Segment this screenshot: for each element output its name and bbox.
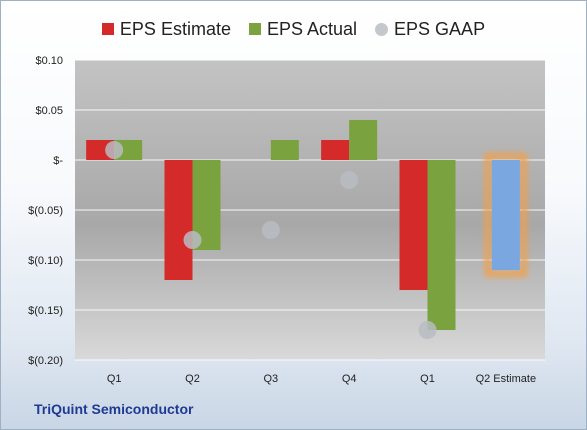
legend-item-eps-actual: EPS Actual	[248, 18, 358, 40]
x-tick-label: Q2 Estimate	[476, 373, 537, 385]
bar-eps-actual	[349, 120, 378, 160]
point-eps-gaap	[261, 221, 280, 239]
x-tick-label: Q1	[107, 373, 122, 385]
legend-swatch-eps-gaap	[375, 22, 389, 36]
legend-item-eps-gaap: EPS GAAP	[375, 19, 485, 40]
point-eps-gaap	[105, 141, 124, 159]
chart-legend: EPS Estimate EPS Actual EPS GAAP	[0, 14, 587, 44]
legend-label-eps-estimate: EPS Estimate	[119, 18, 231, 39]
legend-item-eps-estimate: EPS Estimate	[101, 18, 231, 40]
legend-label-eps-gaap: EPS GAAP	[394, 18, 486, 39]
point-eps-gaap	[340, 171, 359, 189]
y-tick-label: $(0.05)	[28, 205, 63, 217]
legend-label-eps-actual: EPS Actual	[266, 18, 358, 39]
legend-swatch-eps-actual	[248, 23, 261, 35]
bar-eps-estimate	[164, 160, 193, 280]
forecast-bar-glow	[484, 153, 527, 277]
y-tick-label: $0.05	[35, 105, 63, 117]
bar-eps-estimate-forecast	[491, 160, 520, 270]
x-tick-label: Q2	[185, 373, 200, 385]
bar-eps-actual	[427, 160, 456, 330]
y-tick-label: $0.10	[35, 55, 63, 67]
y-tick-label: $(0.20)	[28, 355, 63, 367]
y-tick-label: $-	[53, 155, 63, 167]
point-eps-gaap	[183, 231, 202, 249]
bar-eps-estimate	[399, 160, 428, 290]
x-tick-label: Q4	[342, 373, 357, 385]
legend-swatch-eps-estimate	[101, 23, 114, 35]
point-eps-gaap	[418, 321, 437, 339]
bar-eps-actual	[270, 140, 299, 160]
y-tick-label: $(0.10)	[28, 255, 63, 267]
x-tick-label: Q1	[420, 373, 435, 385]
company-name: TriQuint Semiconductor	[34, 401, 194, 417]
y-tick-label: $(0.15)	[28, 305, 63, 317]
x-tick-label: Q3	[263, 373, 278, 385]
bar-eps-estimate	[321, 140, 350, 160]
